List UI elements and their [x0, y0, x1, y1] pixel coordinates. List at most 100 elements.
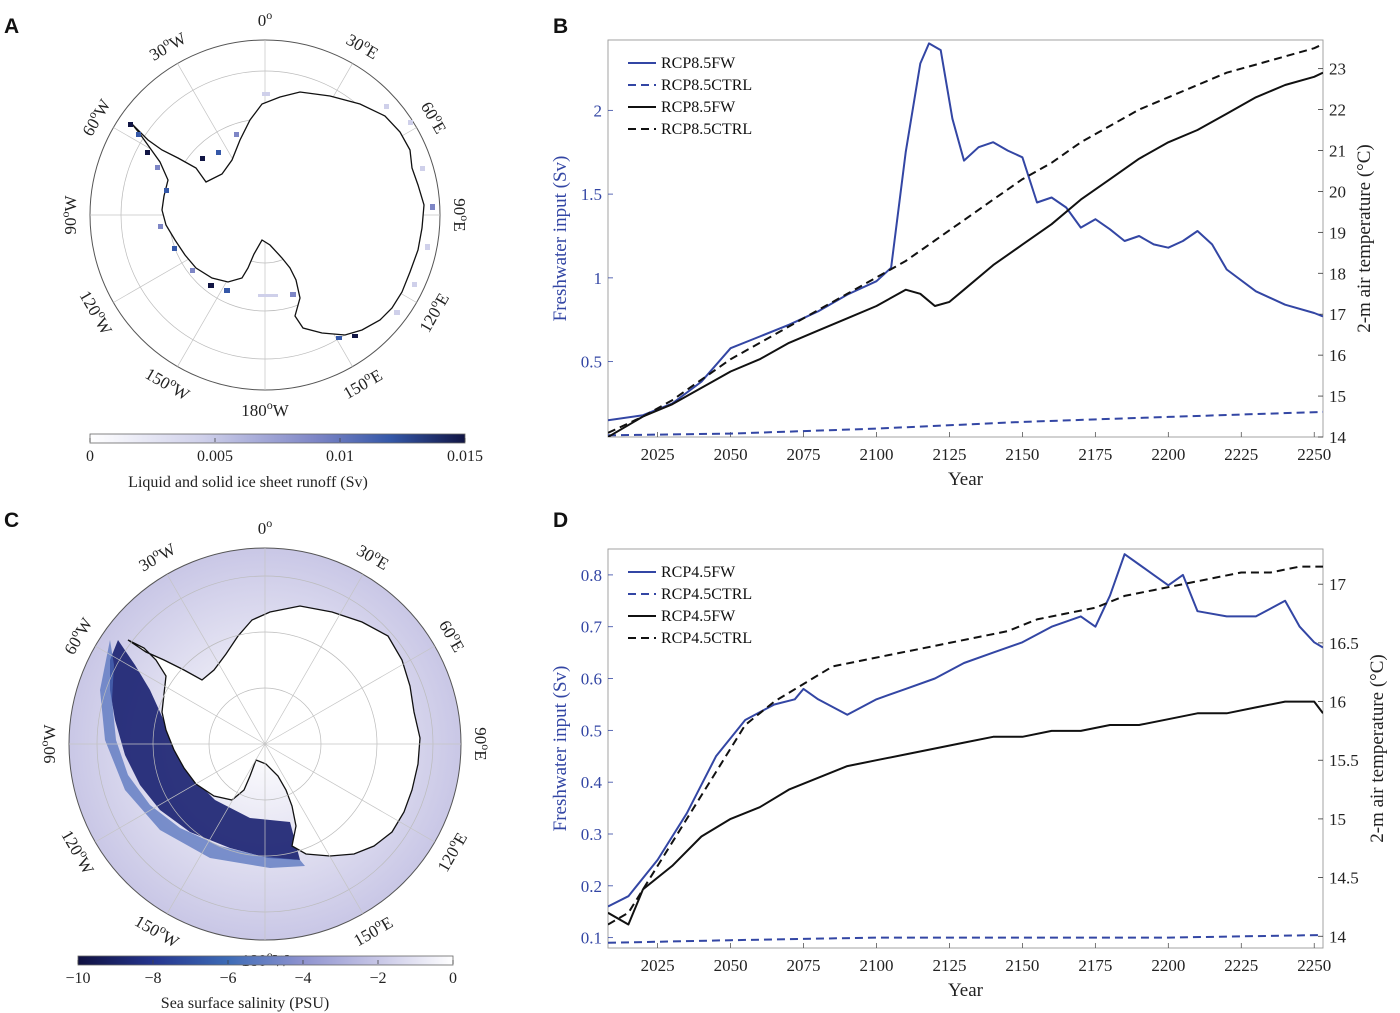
salinity-fresh-anomaly: [110, 640, 300, 860]
y-left-tick-label: 0.5: [581, 353, 602, 372]
panel-letter-b: B: [553, 15, 568, 38]
legend-label: RCP4.5CTRL: [661, 630, 752, 647]
series-group: [608, 42, 1323, 437]
y-left-tick-label: 0.8: [581, 566, 602, 585]
x-tick-label: 2250: [1297, 956, 1331, 975]
meridian-line: [95, 743, 266, 843]
y-left-tick-label: 0.5: [581, 721, 602, 740]
longitude-label: 90oE: [450, 198, 472, 231]
x-tick-label: 2100: [859, 956, 893, 975]
salinity-fresh-anomaly-halo: [100, 640, 305, 868]
panel-letter-a: A: [4, 15, 19, 38]
x-tick-label: 2225: [1224, 445, 1258, 464]
x-tick-label: 2200: [1151, 956, 1185, 975]
y-right-tick-label: 20: [1329, 182, 1346, 201]
y-left-tick-label: 0.3: [581, 825, 602, 844]
panel-letter-c: C: [4, 509, 19, 532]
series-line-rcp4.5ctrl-dashed: [608, 565, 1323, 926]
runoff-colorbar-ticks: 0 0.005 0.01 0.015: [86, 438, 483, 465]
longitude-label: 30oW: [145, 25, 191, 64]
map-salinity: 0o30oE60oE90oE120oE150oE180oW150oW120oW9…: [37, 516, 493, 1012]
series-line-rcp8.5ctrl-dashed: [608, 43, 1323, 434]
y-left-tick-label: 1: [594, 269, 603, 288]
antarctica-outline: [131, 91, 425, 336]
longitude-label: 30oE: [343, 27, 383, 63]
series-line-rcp8.5ctrl-dashed: [608, 410, 1323, 437]
series-line-rcp4.5fw-solid: [608, 700, 1323, 926]
x-tick-label: 2125: [932, 445, 966, 464]
x-axis-label: Year: [948, 469, 984, 490]
y-right-tick-label: 22: [1329, 101, 1346, 120]
meridian-line: [166, 574, 266, 745]
y-left-tick-label: 0.7: [581, 618, 603, 637]
colorbar-tick-label: −6: [219, 970, 236, 987]
legend-label: RCP4.5CTRL: [661, 586, 752, 603]
x-tick-label: 2025: [641, 445, 675, 464]
x-tick-label: 2050: [714, 445, 748, 464]
colorbar-tick-label: 0: [86, 448, 94, 465]
legend-label: RCP4.5FW: [661, 564, 736, 581]
series-line-rcp4.5ctrl-dashed: [608, 934, 1323, 944]
colorbar-tick-label: −10: [65, 970, 90, 987]
longitude-label: 60oE: [417, 97, 453, 137]
colorbar-tick-label: 0.005: [197, 448, 233, 465]
series-group: [608, 553, 1323, 944]
colorbar-tick-label: −2: [369, 970, 386, 987]
y-right-tick-label: 21: [1329, 142, 1346, 161]
longitude-label: 0o: [258, 516, 273, 538]
y-left-tick-label: 0.6: [581, 670, 602, 689]
y-left-tick-label: 0.4: [581, 773, 603, 792]
longitude-label: 60oW: [76, 94, 115, 140]
y-right-tick-label: 15.5: [1329, 751, 1359, 770]
y-right-tick-label: 19: [1329, 223, 1346, 242]
x-tick-label: 2175: [1078, 956, 1112, 975]
y-right-tick-label: 23: [1329, 60, 1346, 79]
y-right-tick-label: 18: [1329, 264, 1346, 283]
y-left-tick-label: 0.1: [581, 929, 602, 948]
legend-label: RCP8.5FW: [661, 99, 736, 116]
x-tick-label: 2175: [1078, 445, 1112, 464]
longitude-label: 30oW: [134, 536, 180, 575]
y-right-tick-label: 17: [1329, 575, 1347, 594]
longitude-label: 180oW: [241, 398, 290, 420]
colorbar-tick-label: 0: [449, 970, 457, 987]
panel-letter-d: D: [553, 509, 568, 532]
y-left-tick-label: 2: [594, 101, 603, 120]
runoff-cells: [128, 92, 435, 340]
y-right-tick-label: 14.5: [1329, 869, 1359, 888]
map-runoff: 0o30oE60oE90oE120oE150oE180oW150oW120oW9…: [58, 8, 483, 491]
map-c-graticule: [69, 548, 461, 940]
legend-label: RCP8.5FW: [661, 55, 736, 72]
y-left-axis-label: Freshwater input (Sv): [550, 156, 571, 322]
y-left-tick-label: 1.5: [581, 185, 602, 204]
y-right-axis-label: 2-m air temperature (°C): [1354, 144, 1375, 333]
longitude-label: 30oE: [354, 538, 394, 574]
x-tick-label: 2075: [787, 956, 821, 975]
meridian-line: [264, 743, 364, 914]
x-tick-label: 2025: [641, 956, 675, 975]
legend-label: RCP8.5CTRL: [661, 77, 752, 94]
chart-b: 2025 2050 2075 2100 2125 2150 2175 2200 2225 2250…: [550, 39, 1375, 490]
x-axis-label: Year: [948, 980, 984, 1001]
colorbar-tick-label: 0.01: [326, 448, 354, 465]
y-right-tick-label: 16.5: [1329, 634, 1359, 653]
longitude-label: 60oW: [58, 612, 97, 658]
colorbar-tick-label: 0.015: [447, 448, 483, 465]
meridian-line: [264, 574, 364, 745]
x-tick-label: 2150: [1005, 445, 1039, 464]
meridian-line: [264, 743, 435, 843]
series-line-rcp8.5fw-solid: [608, 71, 1323, 437]
legend-label: RCP8.5CTRL: [661, 121, 752, 138]
y-right-tick-label: 15: [1329, 810, 1346, 829]
y-right-tick-label: 15: [1329, 387, 1346, 406]
series-line-rcp4.5fw-solid: [608, 553, 1323, 908]
chart-d: 2025 2050 2075 2100 2125 2150 2175 2200 2225 2250…: [550, 548, 1388, 1001]
meridian-line: [166, 743, 266, 914]
salinity-colorbar-ticks: −10 −8 −6 −4 −2 0: [65, 960, 457, 987]
x-tick-label: 2050: [714, 956, 748, 975]
x-tick-label: 2200: [1151, 445, 1185, 464]
x-tick-label: 2150: [1005, 956, 1039, 975]
y-left-axis-label: Freshwater input (Sv): [550, 666, 571, 832]
runoff-colorbar-label: Liquid and solid ice sheet runoff (Sv): [128, 474, 368, 491]
